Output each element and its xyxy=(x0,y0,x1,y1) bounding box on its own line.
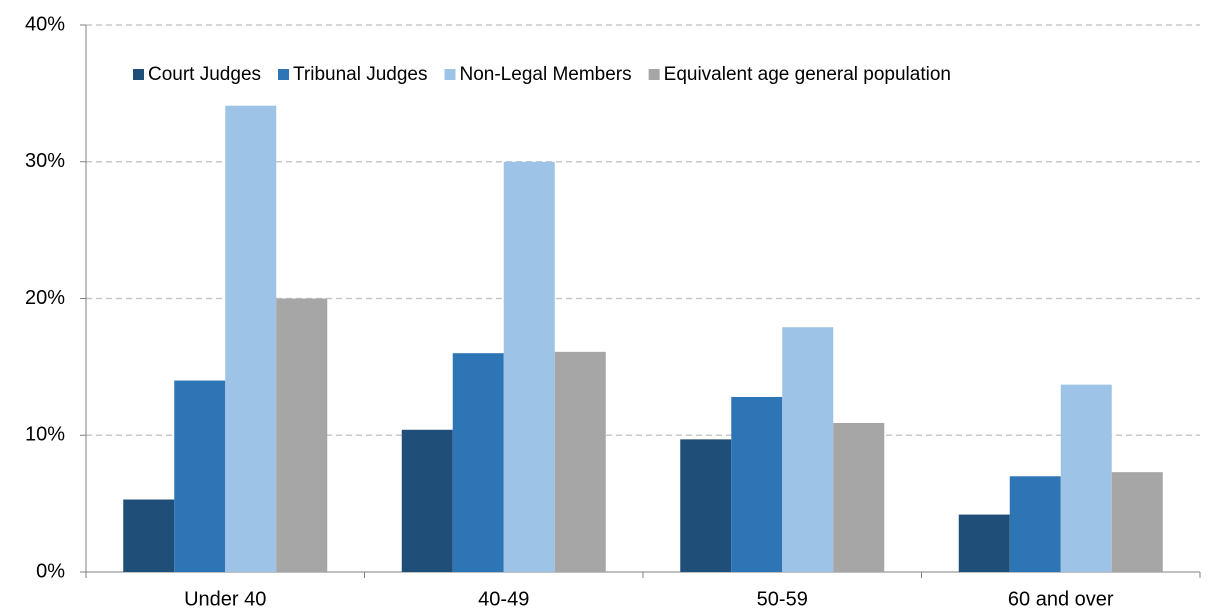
bar xyxy=(503,161,555,572)
legend-swatch xyxy=(133,69,144,80)
legend-swatch xyxy=(444,69,456,80)
x-tick-label: 50-59 xyxy=(757,588,808,610)
legend-swatch xyxy=(648,69,660,80)
legend-label: Court Judges xyxy=(148,64,261,85)
bar xyxy=(731,396,783,572)
y-tick-label: 30% xyxy=(25,150,65,172)
bar xyxy=(276,298,328,572)
bar xyxy=(452,353,504,572)
bar xyxy=(958,514,1010,572)
x-tick-label: Under 40 xyxy=(184,588,266,610)
y-tick-label: 10% xyxy=(25,424,65,446)
bar xyxy=(123,499,175,572)
bar xyxy=(225,105,277,573)
y-tick-label: 0% xyxy=(36,560,65,582)
legend-label: Non-Legal Members xyxy=(460,64,632,85)
x-tick-label: 40-49 xyxy=(478,588,529,610)
legend-label: Tribunal Judges xyxy=(293,64,427,85)
bar xyxy=(833,422,885,572)
y-tick-label: 40% xyxy=(25,13,65,35)
bar xyxy=(680,439,732,572)
bar xyxy=(554,351,606,572)
bar xyxy=(782,327,834,572)
bar xyxy=(1111,472,1163,572)
bar xyxy=(1060,384,1112,572)
legend-swatch xyxy=(278,69,290,80)
x-tick-label: 60 and over xyxy=(1008,588,1114,610)
bar xyxy=(401,429,453,572)
y-tick-label: 20% xyxy=(25,287,65,309)
legend-label: Equivalent age general population xyxy=(664,64,951,85)
bar xyxy=(1009,476,1061,572)
bar xyxy=(174,380,226,572)
